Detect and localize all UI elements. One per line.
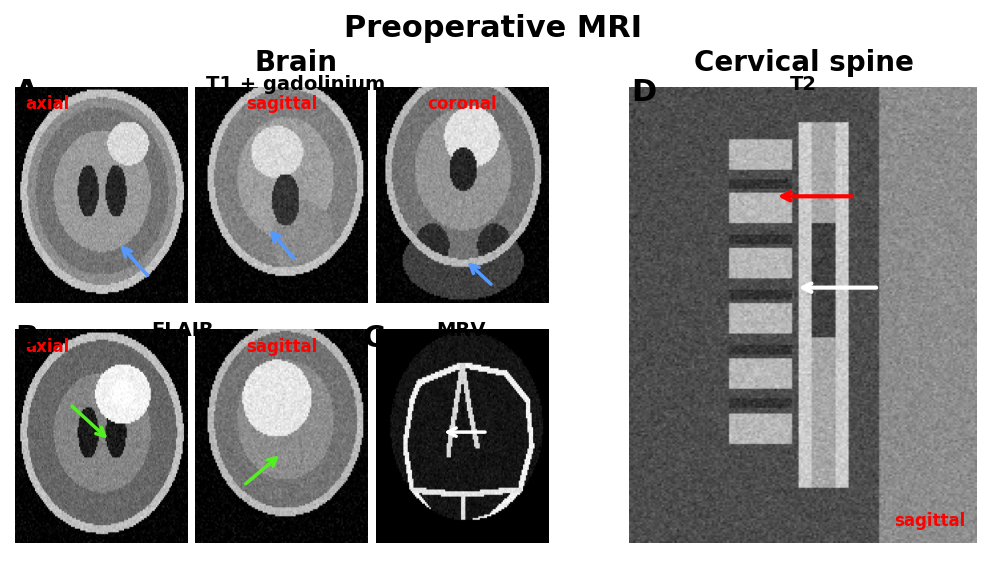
Text: sagittal: sagittal — [894, 512, 965, 529]
Text: A: A — [15, 78, 38, 107]
Text: FLAIR: FLAIR — [151, 321, 214, 340]
Text: sagittal: sagittal — [246, 338, 317, 356]
Text: Preoperative MRI: Preoperative MRI — [344, 14, 642, 43]
Text: Cervical spine: Cervical spine — [694, 49, 913, 77]
Text: B: B — [15, 324, 37, 353]
Text: axial: axial — [26, 95, 69, 113]
Text: axial: axial — [26, 338, 69, 356]
Text: Brain: Brain — [254, 49, 337, 77]
Text: coronal: coronal — [427, 95, 497, 113]
Text: C: C — [363, 324, 386, 353]
Text: sagittal: sagittal — [246, 95, 317, 113]
Text: MRV: MRV — [437, 321, 486, 340]
Text: T2: T2 — [790, 75, 817, 94]
Text: D: D — [631, 78, 657, 107]
Text: T1 + gadolinium: T1 + gadolinium — [206, 75, 386, 94]
